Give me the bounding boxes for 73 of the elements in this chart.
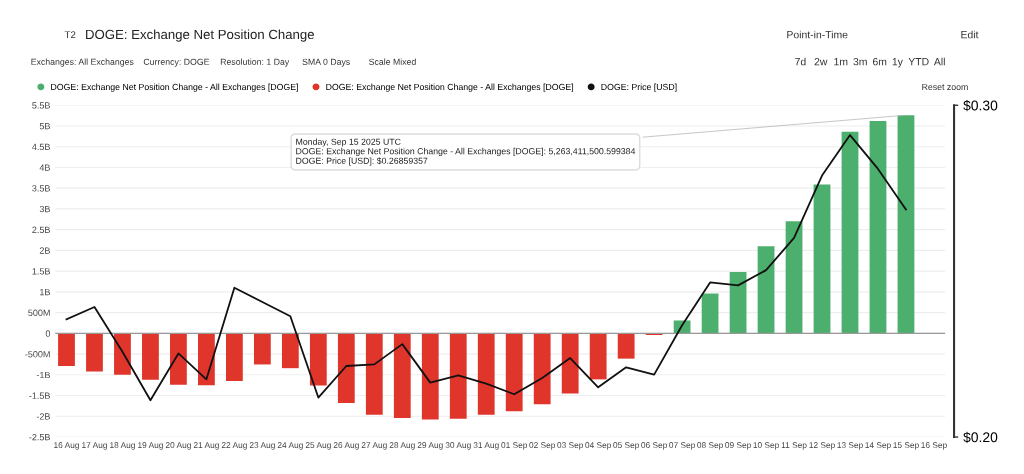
text: T2 [64, 31, 76, 39]
x-tick-label: 08 Sep [697, 442, 723, 450]
text: Edit [961, 30, 979, 39]
x-tick-label: 02 Sep [529, 442, 556, 450]
y-tick-label: -1B [36, 371, 50, 379]
text: 1m [834, 58, 848, 66]
x-tick-label: 14 Sep [865, 442, 891, 450]
x-tick-label: 19 Aug [138, 442, 163, 450]
text: YTD [908, 58, 929, 66]
x-tick-label: 31 Aug [473, 442, 499, 450]
text: 2w [814, 57, 828, 66]
y-tick-label: 1.5B [32, 268, 50, 275]
x-tick-label: 09 Sep [725, 442, 751, 450]
x-tick-label: 28 Aug [389, 442, 415, 450]
y-tick-label: 4.5B [32, 143, 50, 151]
text: Currency: DOGE [143, 58, 210, 67]
x-tick-label: 15 Sep [893, 442, 919, 450]
legend-label: DOGE: Exchange Net Position Change - All Exchanges [DOGE] [51, 83, 298, 92]
y-tick-label: 3.5B [32, 185, 50, 192]
x-tick-label: 30 Aug [445, 442, 471, 450]
y-tick-label: -1.5B [29, 392, 50, 399]
x-tick-label: 11 Sep [781, 442, 807, 450]
x-tick-label: 24 Aug [277, 442, 303, 450]
text: Point-in-Time [787, 30, 848, 39]
x-tick-label: 20 Aug [165, 442, 191, 450]
x-tick-label: 12 Sep [809, 442, 835, 450]
y-tick-label: -2B [36, 413, 50, 420]
y-tick-label: 5.5B [32, 102, 50, 109]
x-tick-label: 18 Aug [110, 442, 135, 450]
x-tick-label: 25 Aug [305, 442, 331, 450]
text: Scale Mixed [369, 58, 416, 65]
annotation: Monday, Sep 15 2025 UTC DOGE: Exchange Net Position Change - All Exchanges [DOGE]: 5,263,411,500.599384 DOGE: Price [USD]: $0.26859357 [296, 138, 636, 166]
x-tick-label: 16 Aug [54, 442, 79, 450]
x-tick-label: 06 Sep [641, 442, 667, 450]
x-tick-label: 04 Sep [585, 442, 612, 450]
y-tick-label: 0 [45, 330, 51, 337]
x-tick-label: 13 Sep [837, 442, 863, 450]
text: SMA 0 Days [302, 58, 350, 67]
legend-label: DOGE: Price [USD] [601, 83, 677, 92]
x-tick-label: 07 Sep [669, 442, 695, 450]
y2-tick-label: $0.20 [963, 431, 998, 444]
y-tick-label: 2B [39, 247, 50, 254]
text: Exchanges: All Exchanges [31, 58, 134, 67]
y-tick-label: -2.5B [29, 434, 50, 441]
x-tick-label: 29 Aug [417, 442, 443, 450]
y-tick-label: 2.5B [32, 226, 50, 234]
text: Reset zoom [922, 83, 968, 91]
y2-tick-label: $0.30 [963, 99, 998, 112]
text: Resolution: 1 Day [220, 58, 290, 67]
y-tick-label: 4B [39, 164, 50, 171]
y-tick-label: 3B [39, 205, 50, 213]
chart-title: DOGE: Exchange Net Position Change [86, 29, 314, 42]
text: 7d [795, 57, 806, 66]
x-tick-label: 23 Aug [249, 442, 275, 450]
x-tick-label: 26 Aug [333, 442, 359, 450]
x-tick-label: 10 Sep [753, 442, 779, 450]
text: 3m [853, 57, 867, 66]
y-tick-label: 5B [39, 123, 50, 130]
legend-label: DOGE: Exchange Net Position Change - All Exchanges [DOGE] [326, 83, 574, 92]
x-tick-label: 16 Sep [921, 442, 947, 450]
text: All [933, 57, 945, 66]
text: 1y [892, 58, 903, 68]
x-tick-label: 27 Aug [361, 442, 387, 450]
x-tick-label: 17 Aug [82, 442, 107, 450]
y-tick-label: -500M [25, 351, 50, 358]
y-tick-label: 500M [28, 309, 50, 316]
x-tick-label: 03 Sep [557, 442, 584, 450]
text: 6m [872, 57, 887, 66]
x-tick-label: 01 Sep [501, 442, 528, 450]
x-tick-label: 22 Aug [221, 442, 247, 450]
y-tick-label: 1B [40, 288, 50, 296]
x-tick-label: 21 Aug [193, 442, 219, 450]
x-tick-label: 05 Sep [613, 442, 639, 450]
